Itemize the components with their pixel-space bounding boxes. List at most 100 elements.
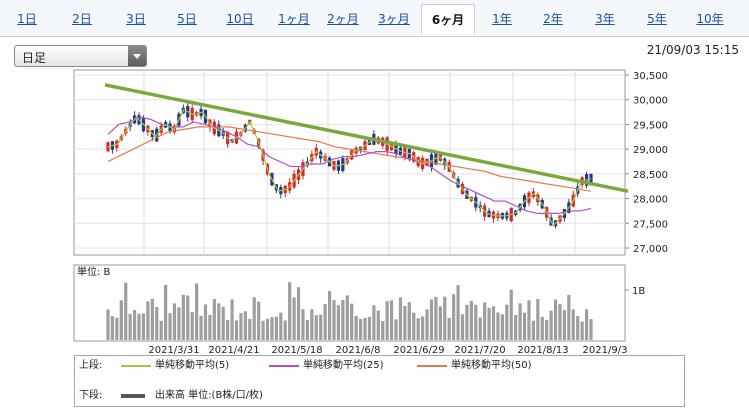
volume-bar <box>332 300 336 340</box>
volume-unit-label: 単位: B <box>77 265 111 278</box>
tab-1m[interactable]: 1ヶ月 <box>278 12 310 26</box>
volume-bar <box>203 304 208 340</box>
volume-bar <box>257 301 261 340</box>
volume-bar <box>252 297 256 340</box>
volume-bar <box>438 306 442 340</box>
volume-bar <box>412 312 416 340</box>
volume-bar <box>239 313 243 340</box>
volume-bar <box>558 304 562 340</box>
volume-bar <box>279 312 283 340</box>
price-tick-label: 29,500 <box>633 120 668 131</box>
volume-bar <box>288 282 292 340</box>
price-tick-label: 28,500 <box>633 170 668 181</box>
x-tick-label: 2021/6/29 <box>393 345 444 356</box>
tab-5d[interactable]: 5日 <box>177 12 197 26</box>
volume-bar <box>589 319 593 340</box>
volume-bar <box>159 320 163 340</box>
tab-6m[interactable]: 6ヶ月 <box>421 4 475 36</box>
volume-bar <box>571 309 575 340</box>
x-tick-label: 2021/6/8 <box>336 345 381 356</box>
volume-bar <box>319 314 323 340</box>
volume-bar <box>283 320 287 340</box>
tab-1d[interactable]: 1日 <box>17 12 37 26</box>
volume-bar <box>350 303 354 340</box>
volume-bar <box>345 295 349 340</box>
volume-bar <box>115 317 119 340</box>
volume-bar <box>323 303 327 340</box>
volume-bar <box>106 309 110 340</box>
volume-bar <box>496 312 500 340</box>
volume-bar <box>177 307 181 340</box>
volume-bar <box>217 303 221 340</box>
volume-bar <box>341 299 345 340</box>
legend-volume-swatch <box>121 394 145 398</box>
chevron-down-icon[interactable] <box>128 46 146 66</box>
timestamp: 21/09/03 15:15 <box>646 43 739 57</box>
legend-ma50-swatch <box>417 365 447 367</box>
volume-bar <box>518 303 522 340</box>
volume-bar <box>150 298 154 340</box>
tab-2y[interactable]: 2年 <box>543 12 563 26</box>
volume-bar <box>164 284 168 340</box>
volume-bar <box>421 316 425 340</box>
x-tick-label: 2021/4/21 <box>208 345 259 356</box>
ma25-line <box>107 116 592 214</box>
candle-body <box>589 173 593 184</box>
volume-bar <box>372 305 376 340</box>
volume-bar <box>327 290 332 340</box>
volume-bar <box>119 300 123 340</box>
period-tabs: 1日 2日 3日 5日 10日 1ヶ月 2ヶ月 3ヶ月 6ヶ月 1年 2年 3年… <box>0 0 749 37</box>
volume-bar <box>248 318 252 340</box>
legend-ma25: 単純移動平均(25) <box>303 360 384 371</box>
volume-bar <box>500 314 504 340</box>
volume-bar <box>394 319 398 340</box>
volume-bar <box>474 304 478 340</box>
price-tick-label: 30,500 <box>633 71 668 82</box>
volume-bar <box>363 317 367 340</box>
volume-bar <box>367 316 372 340</box>
volume-bar <box>132 309 137 340</box>
volume-bar <box>195 283 199 340</box>
volume-bar <box>243 311 247 340</box>
legend-volume: 出来高 単位:(B株/口/枚) <box>155 390 263 401</box>
volume-bar <box>212 299 216 340</box>
volume-bar <box>483 302 487 340</box>
tab-5y[interactable]: 5年 <box>647 12 667 26</box>
volume-bar <box>505 304 509 340</box>
volume-bar <box>584 309 589 340</box>
period-select[interactable]: 日足 <box>14 45 147 67</box>
price-panel <box>73 69 626 256</box>
volume-bar <box>545 319 549 340</box>
volume-bar <box>491 306 496 340</box>
volume-bar <box>429 299 434 340</box>
volume-bar <box>487 307 491 340</box>
chart-legend: 上段: 単純移動平均(5) 単純移動平均(25) 単純移動平均(50) 下段: … <box>74 355 685 407</box>
volume-bar <box>190 311 194 340</box>
tab-2m[interactable]: 2ヶ月 <box>327 12 359 26</box>
volume-bar <box>403 306 407 340</box>
volume-bar <box>389 300 394 340</box>
volume-bar <box>549 310 553 340</box>
tab-10y[interactable]: 10年 <box>696 12 724 26</box>
legend-ma50: 単純移動平均(50) <box>451 360 532 371</box>
volume-bar <box>146 301 150 340</box>
volume-bar <box>456 285 460 340</box>
volume-tick-label: 1B <box>632 286 645 297</box>
legend-ma25-swatch <box>269 365 299 367</box>
volume-bar <box>261 320 265 340</box>
volume-bar <box>447 317 451 340</box>
tab-3y[interactable]: 3年 <box>595 12 615 26</box>
x-tick-label: 2021/9/3 <box>583 345 628 356</box>
tab-2d[interactable]: 2日 <box>72 12 92 26</box>
tab-1y[interactable]: 1年 <box>492 12 512 26</box>
volume-bar <box>416 318 420 340</box>
tab-10d[interactable]: 10日 <box>226 12 254 26</box>
volume-bar <box>567 294 571 340</box>
volume-bar <box>465 304 469 340</box>
volume-bar <box>540 316 544 340</box>
volume-bar <box>137 313 141 340</box>
tab-3d[interactable]: 3日 <box>126 12 146 26</box>
tab-3m[interactable]: 3ヶ月 <box>378 12 410 26</box>
volume-bar <box>230 299 234 340</box>
